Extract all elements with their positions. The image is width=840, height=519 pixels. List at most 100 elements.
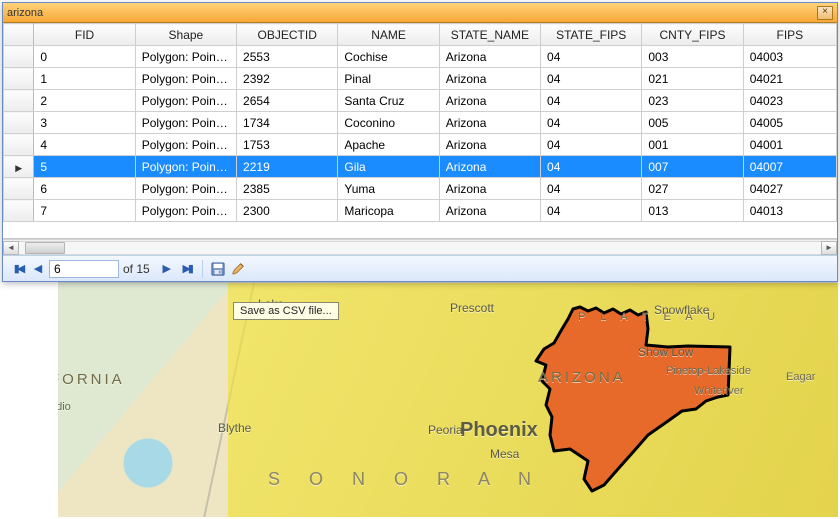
table-row[interactable]: 5Polygon: Point c...2219GilaArizona04007… bbox=[4, 156, 837, 178]
scroll-left-button[interactable]: ◄ bbox=[3, 241, 19, 255]
col-header[interactable]: NAME bbox=[338, 24, 439, 46]
col-header[interactable]: FIPS bbox=[743, 24, 836, 46]
cell-cnty_fips[interactable]: 007 bbox=[642, 156, 743, 178]
cell-shape[interactable]: Polygon: Point c... bbox=[135, 46, 236, 68]
table-row[interactable]: 6Polygon: Point c...2385YumaArizona04027… bbox=[4, 178, 837, 200]
cell-shape[interactable]: Polygon: Point c... bbox=[135, 156, 236, 178]
cell-name[interactable]: Pinal bbox=[338, 68, 439, 90]
cell-cnty_fips[interactable]: 023 bbox=[642, 90, 743, 112]
col-header[interactable]: CNTY_FIPS bbox=[642, 24, 743, 46]
cell-fips[interactable]: 04013 bbox=[743, 200, 836, 222]
save-csv-button[interactable] bbox=[209, 260, 227, 278]
row-header[interactable] bbox=[4, 90, 34, 112]
cell-state_name[interactable]: Arizona bbox=[439, 46, 540, 68]
cell-cnty_fips[interactable]: 003 bbox=[642, 46, 743, 68]
map-view[interactable]: FORNIA ndio Lake Blythe Prescott Phoenix… bbox=[58, 282, 838, 517]
attribute-grid[interactable]: FID Shape OBJECTID NAME STATE_NAME STATE… bbox=[3, 23, 837, 222]
cell-fid[interactable]: 7 bbox=[34, 200, 135, 222]
first-record-button[interactable]: ▮◀ bbox=[9, 260, 27, 278]
cell-fips[interactable]: 04021 bbox=[743, 68, 836, 90]
cell-state_fips[interactable]: 04 bbox=[541, 156, 642, 178]
gila-county-feature[interactable] bbox=[518, 301, 748, 501]
col-header[interactable]: STATE_FIPS bbox=[541, 24, 642, 46]
row-header[interactable] bbox=[4, 112, 34, 134]
cell-cnty_fips[interactable]: 001 bbox=[642, 134, 743, 156]
row-header[interactable] bbox=[4, 156, 34, 178]
cell-state_name[interactable]: Arizona bbox=[439, 112, 540, 134]
cell-name[interactable]: Yuma bbox=[338, 178, 439, 200]
cell-fips[interactable]: 04003 bbox=[743, 46, 836, 68]
cell-shape[interactable]: Polygon: Point c... bbox=[135, 178, 236, 200]
cell-shape[interactable]: Polygon: Point c... bbox=[135, 134, 236, 156]
cell-cnty_fips[interactable]: 027 bbox=[642, 178, 743, 200]
cell-fid[interactable]: 0 bbox=[34, 46, 135, 68]
table-row[interactable]: 4Polygon: Point c...1753ApacheArizona040… bbox=[4, 134, 837, 156]
cell-shape[interactable]: Polygon: Point c... bbox=[135, 90, 236, 112]
cell-objectid[interactable]: 2392 bbox=[237, 68, 338, 90]
prev-record-button[interactable]: ◀ bbox=[29, 260, 47, 278]
cell-fid[interactable]: 5 bbox=[34, 156, 135, 178]
cell-state_fips[interactable]: 04 bbox=[541, 112, 642, 134]
cell-objectid[interactable]: 1734 bbox=[237, 112, 338, 134]
row-header[interactable] bbox=[4, 200, 34, 222]
last-record-button[interactable]: ▶▮ bbox=[178, 260, 196, 278]
cell-state_fips[interactable]: 04 bbox=[541, 178, 642, 200]
cell-state_fips[interactable]: 04 bbox=[541, 46, 642, 68]
cell-state_name[interactable]: Arizona bbox=[439, 68, 540, 90]
cell-shape[interactable]: Polygon: Point c... bbox=[135, 112, 236, 134]
cell-cnty_fips[interactable]: 013 bbox=[642, 200, 743, 222]
table-row[interactable]: 7Polygon: Point c...2300MaricopaArizona0… bbox=[4, 200, 837, 222]
col-header[interactable]: FID bbox=[34, 24, 135, 46]
cell-fips[interactable]: 04027 bbox=[743, 178, 836, 200]
cell-cnty_fips[interactable]: 021 bbox=[642, 68, 743, 90]
horizontal-scrollbar[interactable]: ◄ ► bbox=[3, 239, 837, 255]
cell-objectid[interactable]: 2300 bbox=[237, 200, 338, 222]
table-row[interactable]: 2Polygon: Point c...2654Santa CruzArizon… bbox=[4, 90, 837, 112]
scroll-thumb[interactable] bbox=[25, 242, 65, 254]
cell-fips[interactable]: 04001 bbox=[743, 134, 836, 156]
row-header[interactable] bbox=[4, 134, 34, 156]
table-row[interactable]: 1Polygon: Point c...2392PinalArizona0402… bbox=[4, 68, 837, 90]
cell-objectid[interactable]: 2654 bbox=[237, 90, 338, 112]
cell-state_name[interactable]: Arizona bbox=[439, 134, 540, 156]
row-header[interactable] bbox=[4, 178, 34, 200]
cell-objectid[interactable]: 2553 bbox=[237, 46, 338, 68]
cell-state_name[interactable]: Arizona bbox=[439, 156, 540, 178]
cell-fid[interactable]: 4 bbox=[34, 134, 135, 156]
next-record-button[interactable]: ▶ bbox=[158, 260, 176, 278]
window-titlebar[interactable]: arizona × bbox=[3, 3, 837, 23]
cell-name[interactable]: Coconino bbox=[338, 112, 439, 134]
cell-state_fips[interactable]: 04 bbox=[541, 68, 642, 90]
col-header[interactable]: OBJECTID bbox=[237, 24, 338, 46]
cell-state_fips[interactable]: 04 bbox=[541, 134, 642, 156]
edit-button[interactable] bbox=[229, 260, 247, 278]
cell-name[interactable]: Apache bbox=[338, 134, 439, 156]
close-button[interactable]: × bbox=[817, 6, 833, 20]
cell-fid[interactable]: 6 bbox=[34, 178, 135, 200]
cell-fips[interactable]: 04023 bbox=[743, 90, 836, 112]
row-header[interactable] bbox=[4, 46, 34, 68]
cell-fid[interactable]: 2 bbox=[34, 90, 135, 112]
table-row[interactable]: 0Polygon: Point c...2553CochiseArizona04… bbox=[4, 46, 837, 68]
cell-name[interactable]: Gila bbox=[338, 156, 439, 178]
cell-state_name[interactable]: Arizona bbox=[439, 178, 540, 200]
scroll-right-button[interactable]: ► bbox=[821, 241, 837, 255]
cell-name[interactable]: Cochise bbox=[338, 46, 439, 68]
cell-shape[interactable]: Polygon: Point c... bbox=[135, 200, 236, 222]
scroll-track[interactable] bbox=[19, 241, 821, 255]
cell-fips[interactable]: 04005 bbox=[743, 112, 836, 134]
current-record-input[interactable]: 6 bbox=[49, 260, 119, 278]
cell-fid[interactable]: 1 bbox=[34, 68, 135, 90]
row-header[interactable] bbox=[4, 68, 34, 90]
cell-name[interactable]: Maricopa bbox=[338, 200, 439, 222]
cell-state_fips[interactable]: 04 bbox=[541, 90, 642, 112]
cell-shape[interactable]: Polygon: Point c... bbox=[135, 68, 236, 90]
cell-objectid[interactable]: 2385 bbox=[237, 178, 338, 200]
table-row[interactable]: 3Polygon: Point c...1734CoconinoArizona0… bbox=[4, 112, 837, 134]
cell-name[interactable]: Santa Cruz bbox=[338, 90, 439, 112]
col-header[interactable]: Shape bbox=[135, 24, 236, 46]
cell-fips[interactable]: 04007 bbox=[743, 156, 836, 178]
cell-cnty_fips[interactable]: 005 bbox=[642, 112, 743, 134]
cell-state_fips[interactable]: 04 bbox=[541, 200, 642, 222]
cell-objectid[interactable]: 2219 bbox=[237, 156, 338, 178]
